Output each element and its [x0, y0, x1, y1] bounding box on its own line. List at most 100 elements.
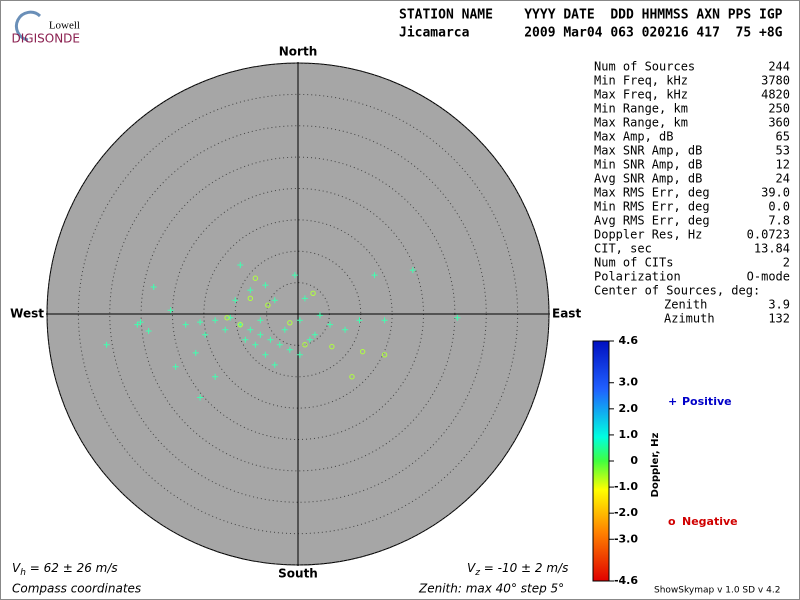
source-point: [454, 314, 461, 321]
stat-value: 24: [776, 172, 790, 186]
stat-value: 360: [768, 116, 790, 130]
stat-label: Max Amp, dB: [594, 130, 673, 144]
colorbar-tick-label: 0: [630, 454, 638, 467]
source-point: [182, 321, 189, 328]
coords-note: Compass coordinates: [12, 582, 141, 596]
stat-label: Min SNR Amp, dB: [594, 158, 702, 172]
source-point: [197, 319, 204, 326]
stat-value: 12: [776, 158, 790, 172]
source-point: [145, 327, 152, 334]
header-values: Jicamarca 2009 Mar04 063 020216 417 75 +…: [399, 26, 783, 41]
colorbar-tick-label: 1.0: [619, 428, 639, 441]
source-point: [227, 314, 234, 321]
stat-label: Polarization: [594, 270, 681, 284]
source-point: [222, 326, 229, 333]
stat-label: Min Range, km: [594, 102, 688, 116]
source-point: [262, 351, 269, 358]
direction-label: West: [10, 307, 44, 321]
stat-value: 65: [776, 130, 790, 144]
colorbar-label: Doppler, Hz: [650, 433, 661, 498]
source-point: [257, 331, 264, 338]
source-point: [212, 373, 219, 380]
stat-value: 250: [768, 102, 790, 116]
source-point: [232, 297, 239, 304]
vz-text: = -10 ± 2 m/s: [480, 561, 568, 575]
source-point: [381, 317, 388, 324]
vz-symbol: V: [467, 561, 476, 575]
legend-label: Positive: [682, 395, 732, 408]
source-point: [291, 272, 298, 279]
stat-label: Max Range, km: [594, 116, 688, 130]
source-point: [252, 275, 259, 281]
stat-label: Min Freq, kHz: [594, 74, 688, 88]
stat-value: O-mode: [747, 270, 790, 284]
stat-label: Min RMS Err, deg: [594, 200, 710, 214]
vz-sub: z: [474, 568, 480, 578]
stat-label: Avg SNR Amp, dB: [594, 172, 702, 186]
header-columns: STATION NAME YYYY DATE DDD HHMMSS AXN PP…: [399, 8, 783, 23]
stat-label: Doppler Res, Hz: [594, 228, 702, 242]
logo-top: Lowell: [49, 20, 80, 32]
stat-label: Num of Sources: [594, 60, 695, 74]
stat-value: 0.0: [768, 200, 790, 214]
source-point: [302, 342, 308, 348]
source-point: [286, 346, 293, 353]
direction-label: South: [278, 567, 318, 581]
zenith-note: Zenith: max 40° step 5°: [418, 582, 564, 596]
source-point: [327, 321, 334, 328]
colorbar-tick-label: 3.0: [619, 376, 639, 389]
source-point: [409, 267, 416, 274]
stat-value: 0.0723: [747, 228, 790, 242]
source-point: [192, 349, 199, 356]
source-point: [281, 326, 288, 333]
source-point: [371, 272, 378, 279]
vh-text: = 62 ± 26 m/s: [26, 561, 118, 575]
source-point: [103, 341, 110, 348]
source-point: [237, 321, 243, 328]
colorbar-tick-label: -4.6: [614, 574, 638, 587]
colorbar-tick-label: 2.0: [619, 402, 639, 415]
source-point: [349, 374, 355, 380]
version: ShowSkymap v 1.0 SD v 4.2: [654, 586, 780, 596]
stat-label: CIT, sec: [594, 242, 652, 256]
source-point: [329, 343, 335, 350]
vz: Vz = -10 ± 2 m/s: [467, 561, 568, 578]
colorbar-tick-label: -3.0: [614, 532, 638, 545]
source-point: [311, 331, 318, 338]
source-point: [301, 295, 308, 302]
source-point: [265, 302, 271, 308]
logo-arc: [14, 10, 42, 42]
colorbar: [593, 341, 609, 581]
source-point: [224, 315, 230, 321]
stat-value: 7.8: [768, 214, 790, 228]
stat-label: Num of CITs: [594, 256, 673, 270]
source-point: [202, 331, 209, 338]
source-point: [267, 336, 274, 343]
source-point: [316, 312, 323, 319]
source-point: [262, 282, 269, 289]
stat-label: Max Freq, kHz: [594, 88, 688, 102]
source-point: [271, 297, 278, 304]
vh-symbol: V: [12, 561, 21, 575]
stat-value: 53: [776, 144, 790, 158]
source-point: [381, 352, 388, 358]
source-point: [247, 295, 254, 302]
vh-sub: h: [20, 568, 26, 578]
center-azimuth-label: Azimuth: [664, 312, 715, 326]
center-title: Center of Sources, deg:: [594, 284, 760, 298]
stat-value: 4820: [761, 88, 790, 102]
direction-label: East: [552, 307, 581, 321]
stat-label: Max RMS Err, deg: [594, 186, 710, 200]
source-point: [310, 290, 316, 296]
center-zenith: 3.9: [768, 298, 790, 312]
source-point: [212, 317, 219, 324]
stat-value: 3780: [761, 74, 790, 88]
source-point: [167, 307, 174, 314]
source-point: [172, 363, 179, 370]
colorbar-tick-label: -2.0: [614, 506, 638, 519]
direction-label: North: [279, 45, 317, 59]
source-point: [137, 319, 144, 326]
source-point: [134, 321, 141, 328]
stat-label: Max SNR Amp, dB: [594, 144, 702, 158]
stat-value: 13.84: [754, 242, 790, 256]
